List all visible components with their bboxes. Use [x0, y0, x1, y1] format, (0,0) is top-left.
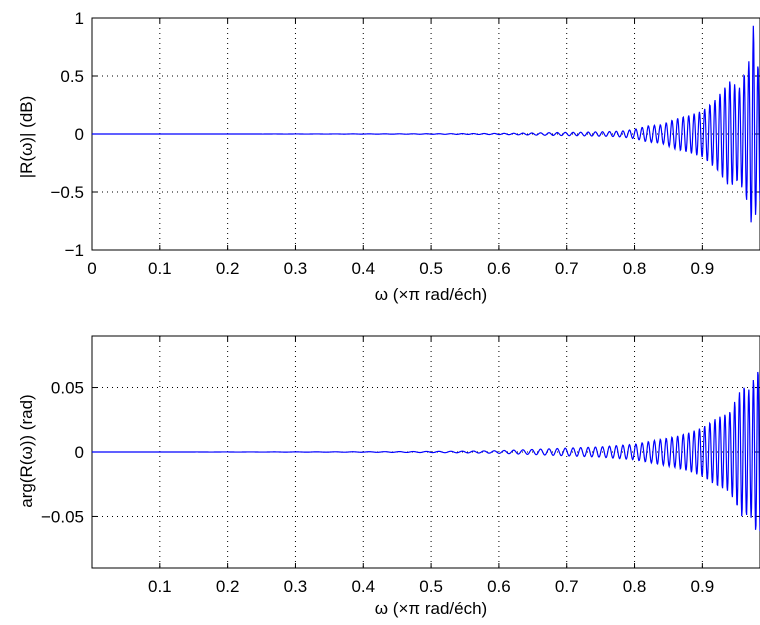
magnitude-x-tick-label: 0 [87, 259, 96, 278]
magnitude-y-tick-label: 0.5 [60, 67, 84, 86]
phase-x-tick-label: 0.7 [555, 577, 579, 596]
magnitude-x-tick-label: 0.2 [216, 259, 240, 278]
phase-x-tick-label: 0.8 [623, 577, 647, 596]
phase-x-axis-label: ω (×π rad/éch) [375, 599, 487, 618]
magnitude-y-tick-label: −0.5 [50, 183, 84, 202]
phase-plot: arg(R(ω)) (rad) ω (×π rad/éch) 0.1 0.2 0.3… [17, 335, 760, 618]
phase-x-tick-label: 0.6 [487, 577, 511, 596]
magnitude-x-tick-label: 0.8 [623, 259, 647, 278]
magnitude-x-tick-label: 0.5 [419, 259, 443, 278]
phase-x-tick-label: 0.9 [691, 577, 715, 596]
magnitude-x-tick-label: 0.9 [691, 259, 715, 278]
magnitude-y-tick-label: 0 [75, 125, 84, 144]
phase-x-tick-label: 0.3 [284, 577, 308, 596]
phase-x-tick-label: 0.1 [148, 577, 172, 596]
phase-x-tick-label: 0.2 [216, 577, 240, 596]
phase-y-tick-label: 0 [75, 443, 84, 462]
phase-y-axis-label: arg(R(ω)) (rad) [17, 394, 36, 507]
magnitude-x-tick-label: 0.6 [487, 259, 511, 278]
magnitude-x-axis-label: ω (×π rad/éch) [375, 285, 487, 304]
phase-y-tick-label: 0.05 [51, 379, 84, 398]
magnitude-y-tick-label: 1 [75, 9, 84, 28]
magnitude-y-tick-label: −1 [65, 241, 84, 260]
magnitude-plot: |R(ω)| (dB) ω (×π rad/éch) 0 0.1 0.2 0.3 0.4… [17, 9, 760, 304]
magnitude-x-tick-label: 0.1 [148, 259, 172, 278]
phase-x-tick-label: 0.5 [419, 577, 443, 596]
magnitude-x-tick-label: 0.4 [351, 259, 375, 278]
phase-y-tick-label: −0.05 [41, 507, 84, 526]
magnitude-x-tick-label: 0.7 [555, 259, 579, 278]
magnitude-series-line [92, 25, 760, 223]
magnitude-x-tick-label: 0.3 [284, 259, 308, 278]
phase-x-tick-label: 0.4 [351, 577, 375, 596]
magnitude-y-axis-label: |R(ω)| (dB) [17, 96, 36, 179]
phase-series-line [92, 371, 760, 532]
